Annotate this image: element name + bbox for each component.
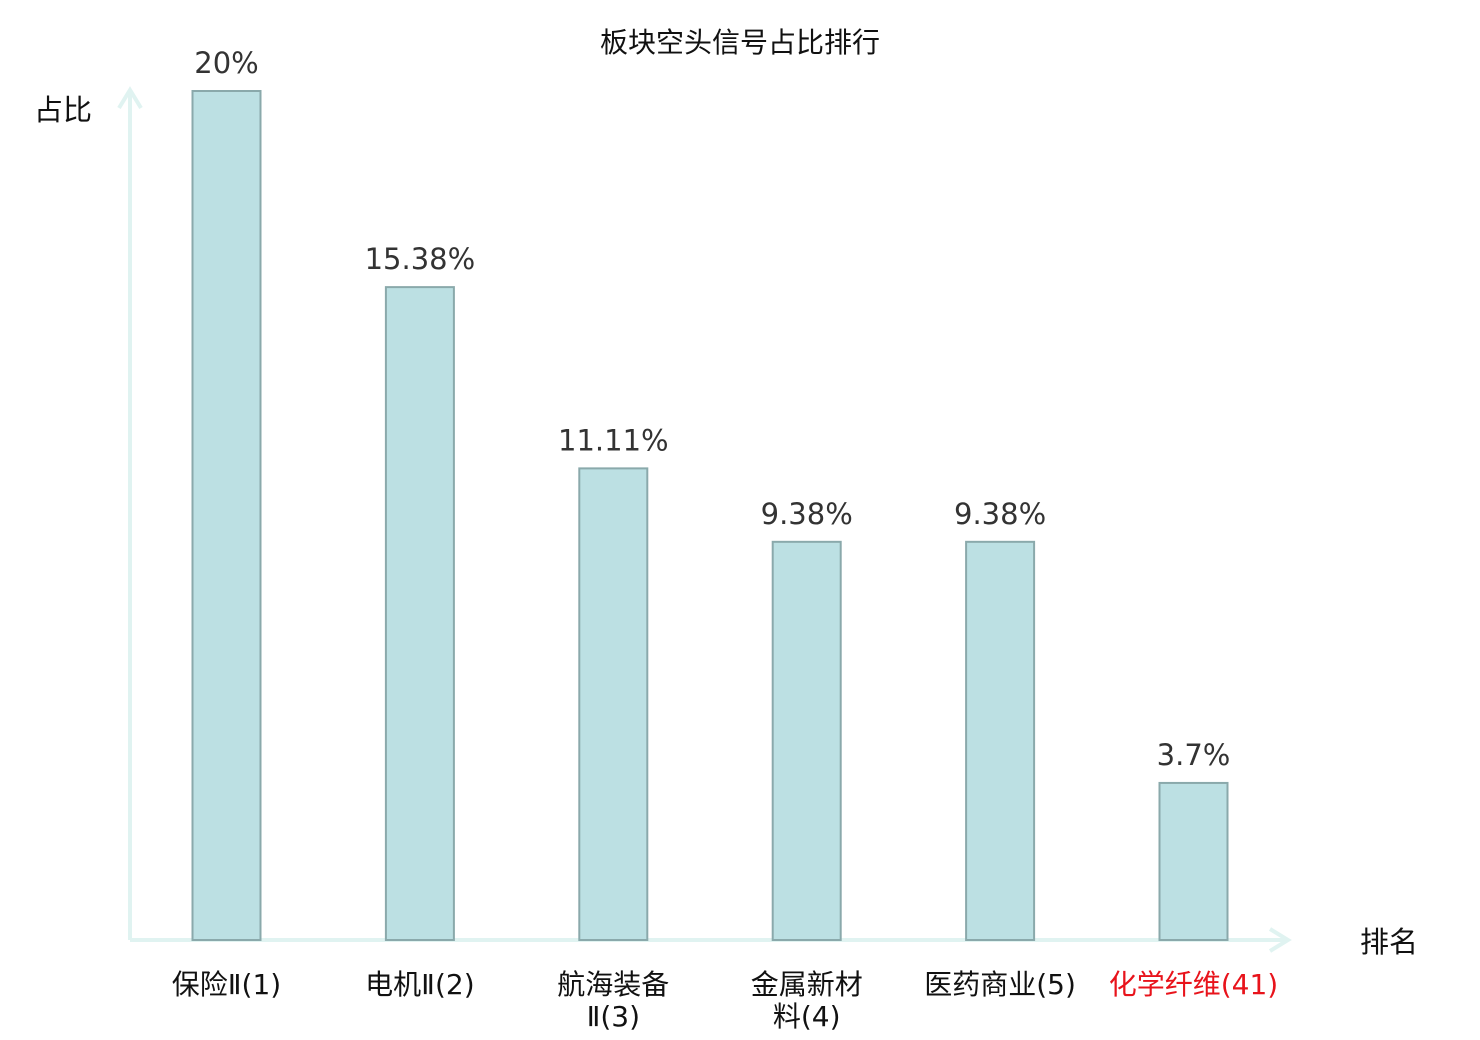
category-label-1: 保险Ⅱ(1) xyxy=(172,968,281,1001)
chart-title: 板块空头信号占比排行 xyxy=(600,26,880,59)
bar-5 xyxy=(965,540,1036,941)
category-label-3-line-2: Ⅱ(3) xyxy=(587,1000,640,1033)
bar-3 xyxy=(578,467,649,941)
category-label-6: 化学纤维(41) xyxy=(1109,968,1278,1001)
y-axis-label: 占比 xyxy=(34,93,92,127)
bar-2 xyxy=(384,286,455,941)
axes xyxy=(117,86,1292,953)
value-label-2: 15.38% xyxy=(365,242,476,276)
category-label-4-line-1: 金属新材 xyxy=(751,968,863,1001)
bar-6 xyxy=(1158,781,1229,941)
bars-group xyxy=(191,90,1229,941)
bar-4 xyxy=(771,540,842,941)
bar-1 xyxy=(191,90,262,941)
value-label-1: 20% xyxy=(194,46,258,80)
category-label-4-line-2: 料(4) xyxy=(773,1000,841,1033)
value-label-4: 9.38% xyxy=(761,497,853,531)
x-axis-label: 排名 xyxy=(1360,925,1418,959)
category-label-3-line-1: 航海装备 xyxy=(557,968,669,1001)
category-label-2: 电机Ⅱ(2) xyxy=(365,968,474,1001)
category-label-5: 医药商业(5) xyxy=(924,968,1076,1001)
value-label-5: 9.38% xyxy=(954,497,1046,531)
value-labels-group: 20% 15.38% 11.11% 9.38% 9.38% 3.7% xyxy=(194,46,1230,772)
x-axis-arrow xyxy=(1268,927,1292,953)
y-axis-arrow xyxy=(117,86,143,110)
value-label-3: 11.11% xyxy=(558,423,669,457)
value-label-6: 3.7% xyxy=(1157,738,1231,772)
